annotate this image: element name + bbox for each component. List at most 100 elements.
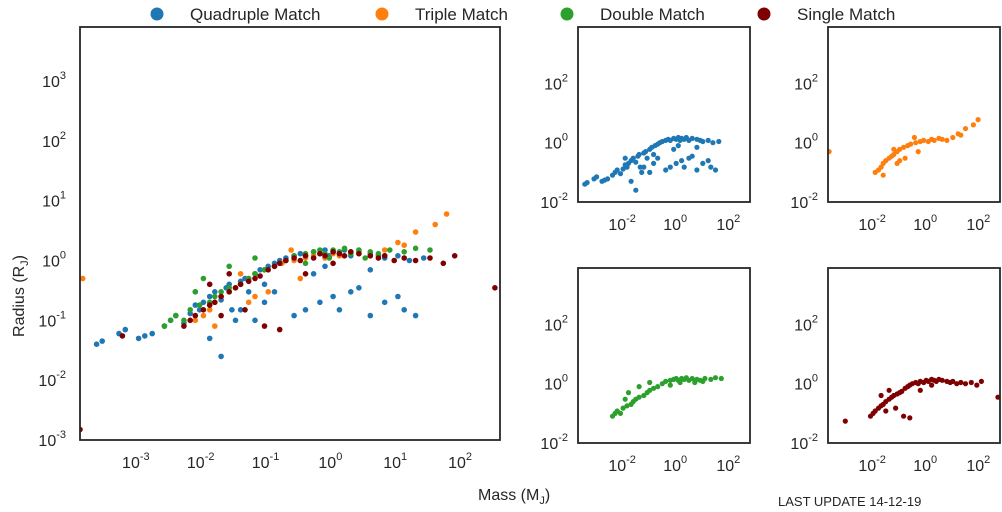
point-single-47 xyxy=(878,392,884,399)
sub-panel-double-xtick--2: 10-2 xyxy=(608,454,636,475)
point-quadruple-53 xyxy=(679,158,685,164)
point-quadruple-53 xyxy=(330,293,336,300)
point-quadruple-62 xyxy=(633,187,639,193)
point-quadruple-58 xyxy=(700,160,706,166)
point-quadruple-17 xyxy=(633,159,639,165)
sub-panel-triple-xtick-0: 100 xyxy=(913,213,937,234)
point-single-16 xyxy=(271,263,278,270)
point-single-35 xyxy=(962,381,969,387)
point-single-0 xyxy=(825,465,830,470)
point-quadruple-24 xyxy=(644,155,650,161)
point-triple-35 xyxy=(401,242,408,248)
point-single-43 xyxy=(893,405,899,411)
point-triple-29 xyxy=(902,155,908,161)
point-triple-19 xyxy=(931,137,937,143)
point-single-14 xyxy=(899,388,905,394)
point-double-3 xyxy=(617,410,624,416)
point-single-44 xyxy=(218,312,224,319)
sub-panel-double-ytick--2: 10-2 xyxy=(540,432,568,453)
sub-panels: 10-2 100 102 10-2 100 102 10-2 100 102 10-2 100 102… xyxy=(540,26,1001,475)
point-double-0 xyxy=(161,323,168,329)
sub-panel-triple-xtick--2: 10-2 xyxy=(858,213,886,234)
legend-marker-quadruple xyxy=(150,7,164,21)
main-panel-plot-ytick--2: 10-2 xyxy=(38,369,66,390)
point-triple-13 xyxy=(908,141,914,147)
point-quadruple-60 xyxy=(401,307,408,313)
point-triple-16 xyxy=(921,137,927,143)
point-quadruple-12 xyxy=(192,302,199,308)
point-triple-34 xyxy=(915,149,921,155)
point-triple-35 xyxy=(958,132,964,138)
point-double-4 xyxy=(187,307,193,313)
point-single-34 xyxy=(958,379,964,386)
point-quadruple-68 xyxy=(655,155,661,161)
point-quadruple-67 xyxy=(261,299,268,306)
point-single-17 xyxy=(276,260,283,267)
point-quadruple-20 xyxy=(637,164,643,170)
point-single-4 xyxy=(192,312,199,319)
sub-panel-quadruple-ytick-2: 102 xyxy=(544,72,568,93)
point-single-41 xyxy=(907,415,913,421)
point-double-39 xyxy=(700,378,706,384)
point-double-36 xyxy=(667,382,673,388)
point-single-39 xyxy=(995,394,1000,400)
point-single-24 xyxy=(322,253,328,259)
sub-panel-triple-ytick-0: 100 xyxy=(794,132,818,153)
sub-panel-quadruple-xtick-2: 102 xyxy=(716,213,740,234)
point-double-37 xyxy=(326,255,333,261)
sub-panel-triple-ytick--2: 10-2 xyxy=(790,191,818,212)
point-quadruple-71 xyxy=(367,267,374,273)
point-quadruple-70 xyxy=(322,263,328,270)
point-double-4 xyxy=(620,405,626,411)
point-quadruple-47 xyxy=(705,137,711,143)
point-single-3 xyxy=(187,317,193,324)
point-double-7 xyxy=(212,293,218,300)
point-quadruple-56 xyxy=(356,285,362,291)
point-single-12 xyxy=(245,278,252,285)
point-single-21 xyxy=(302,253,309,259)
point-triple-2 xyxy=(200,312,207,319)
point-quadruple-60 xyxy=(708,164,714,170)
point-single-11 xyxy=(237,281,244,288)
sub-panel-double-xtick-0: 100 xyxy=(663,454,687,475)
point-triple-31 xyxy=(237,271,244,277)
main-panel-plot-xtick--1: 10-1 xyxy=(252,451,280,472)
point-quadruple-56 xyxy=(689,153,695,159)
point-quadruple-3 xyxy=(122,326,129,333)
main-panel-plot-frame xyxy=(79,26,501,441)
point-double-1 xyxy=(167,317,174,324)
point-quadruple-6 xyxy=(605,176,611,182)
point-double-32 xyxy=(622,396,628,402)
point-triple-32 xyxy=(252,293,258,300)
point-triple-31 xyxy=(891,146,897,152)
point-single-47 xyxy=(206,281,213,288)
x-axis-label: Mass (MJ) xyxy=(478,487,550,507)
point-quadruple-27 xyxy=(651,151,657,158)
point-double-35 xyxy=(647,379,653,386)
point-double-18 xyxy=(310,249,317,255)
point-single-33 xyxy=(954,381,960,387)
point-triple-28 xyxy=(245,299,252,306)
point-triple-25 xyxy=(962,126,969,132)
sub-panel-quadruple: 10-2 100 102 10-2 100 102 xyxy=(540,26,751,234)
sub-panel-single-ytick-2: 102 xyxy=(794,313,818,334)
point-single-32 xyxy=(381,253,388,259)
point-single-32 xyxy=(950,378,956,384)
point-single-26 xyxy=(336,250,343,257)
sub-panel-double-xtick-2: 102 xyxy=(716,454,740,475)
sub-panel-single-xtick-0: 100 xyxy=(913,454,937,475)
point-double-29 xyxy=(401,249,408,255)
point-single-8 xyxy=(218,293,224,300)
main-panel: 10-3 10-2 10-1 100 101 102 10-3 10-2 10-1 100 101 1… xyxy=(38,26,501,472)
point-double-27 xyxy=(375,250,382,257)
point-triple-26 xyxy=(432,221,439,228)
point-quadruple-5 xyxy=(142,333,148,339)
point-single-9 xyxy=(226,289,232,295)
point-quadruple-15 xyxy=(206,293,213,300)
point-single-34 xyxy=(401,255,408,261)
point-single-44 xyxy=(883,408,889,414)
point-single-36 xyxy=(427,255,433,261)
point-double-32 xyxy=(192,289,199,295)
point-double-36 xyxy=(302,260,309,267)
point-quadruple-11 xyxy=(620,166,626,172)
